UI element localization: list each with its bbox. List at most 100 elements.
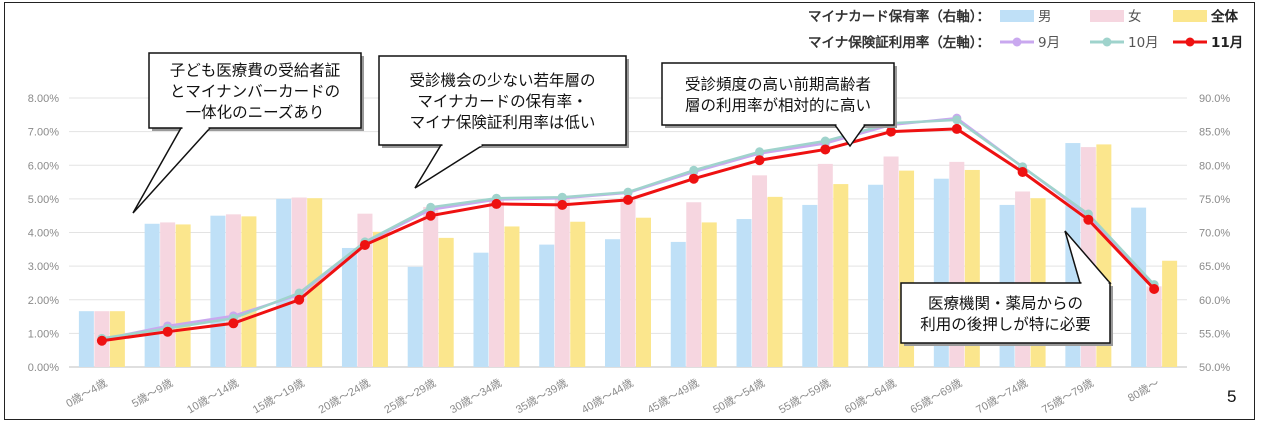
bar-全体 — [504, 226, 520, 367]
callout-box — [148, 52, 362, 129]
point-10月 — [689, 165, 699, 175]
point-11月 — [688, 173, 699, 184]
point-11月 — [1017, 166, 1028, 177]
callout-line: 医療機関・薬局からの — [928, 295, 1083, 313]
left-tick-label: 1.00% — [28, 328, 59, 340]
callout-line: 子ども医療費の受給者証 — [170, 62, 341, 80]
point-11月 — [294, 294, 305, 305]
bar-男 — [276, 198, 292, 367]
legend-item-label: 10月 — [1128, 35, 1159, 51]
x-tick-label: 55歳～59歳 — [777, 376, 833, 416]
line-series — [96, 113, 1160, 346]
bar-男 — [802, 204, 818, 367]
bar-女 — [817, 163, 833, 367]
bar-男 — [539, 244, 555, 367]
left-axis-ticks: 0.00% 1.00% 2.00% 3.00% 4.00% 5.00% 6.00% 7.00%… — [28, 93, 59, 374]
right-tick-label: 90.0% — [1199, 93, 1230, 105]
callout-line: 受診頻度の高い前期高齢者 — [685, 76, 871, 94]
bar-女 — [554, 198, 570, 367]
bar-男 — [868, 184, 884, 367]
right-tick-label: 60.0% — [1199, 295, 1230, 307]
x-tick-label: 25歳～29歳 — [382, 376, 438, 416]
legend-item-label: 男 — [1038, 9, 1052, 25]
bar-男 — [407, 266, 423, 367]
point-11月 — [557, 199, 568, 210]
left-tick-label: 3.00% — [28, 261, 59, 273]
right-tick-label: 75.0% — [1199, 194, 1230, 206]
point-11月 — [491, 198, 502, 209]
point-11月 — [96, 335, 107, 346]
bar-全体 — [1162, 260, 1178, 367]
callout-tail — [132, 127, 212, 214]
legend-swatch — [1090, 10, 1124, 22]
bar-女 — [291, 197, 307, 367]
callout-box — [661, 62, 895, 126]
x-tick-label: 20歳～24歳 — [316, 376, 372, 416]
callout-box — [900, 282, 1111, 344]
x-tick-label: 60歳～64歳 — [842, 376, 898, 416]
bar-男 — [670, 241, 686, 367]
x-tick-label: 10歳～14歳 — [185, 376, 241, 416]
x-tick-label: 35歳～39歳 — [513, 376, 569, 416]
legend-marker — [1102, 37, 1112, 47]
bar-全体 — [636, 217, 651, 367]
bar-男 — [144, 223, 160, 367]
point-11月 — [228, 318, 239, 329]
bar-男 — [473, 252, 489, 367]
point-11月 — [359, 239, 370, 250]
x-tick-label: 5歳～9歳 — [129, 376, 175, 410]
bar-全体 — [175, 224, 191, 367]
callout-line: 利用の後押しが特に必要 — [920, 316, 1091, 334]
x-axis-ticks: 0歳～4歳 5歳～9歳 10歳～14歳 15歳～19歳 20歳～24歳 25歳～29歳 30… — [64, 376, 1162, 416]
bar-女 — [423, 206, 439, 367]
legend-swatch — [1173, 10, 1207, 22]
bar-女 — [620, 196, 636, 367]
right-tick-label: 55.0% — [1199, 328, 1230, 340]
legend-item-label: 全体 — [1210, 8, 1239, 25]
bar-男 — [736, 219, 752, 367]
bar-全体 — [701, 222, 717, 367]
callout-line: 一体化のニーズあり — [186, 104, 325, 122]
point-10月 — [820, 136, 830, 146]
legend-marker — [1185, 37, 1195, 47]
left-tick-label: 5.00% — [28, 194, 59, 206]
legend-item-label: 女 — [1128, 8, 1142, 25]
bar-女 — [686, 202, 702, 367]
left-tick-label: 6.00% — [28, 160, 59, 172]
callout-line: 層の利用率が相対的に高い — [685, 97, 871, 115]
x-tick-label: 70歳～74歳 — [974, 376, 1030, 416]
legend-label: マイナ保険証利用率（左軸）： — [808, 34, 990, 51]
left-tick-label: 4.00% — [28, 228, 59, 240]
left-tick-label: 7.00% — [28, 127, 59, 139]
x-tick-label: 50歳～54歳 — [711, 376, 767, 416]
callout-line: とマイナンバーカードの — [170, 83, 340, 101]
point-11月 — [162, 326, 173, 337]
bar-女 — [883, 156, 899, 367]
bar-男 — [341, 247, 357, 367]
right-tick-label: 80.0% — [1199, 160, 1230, 172]
left-tick-label: 8.00% — [28, 93, 59, 105]
callout-line: マイナカードの保有率・ — [417, 93, 587, 111]
bar-全体 — [767, 196, 783, 367]
legend-marker — [1012, 37, 1022, 47]
right-tick-label: 50.0% — [1199, 362, 1230, 374]
point-10月 — [952, 115, 962, 125]
x-tick-label: 0歳～4歳 — [64, 376, 110, 410]
bar-女 — [752, 175, 768, 367]
x-tick-label: 65歳～69歳 — [908, 376, 964, 416]
bar-全体 — [833, 184, 849, 367]
point-10月 — [623, 187, 633, 197]
right-tick-label: 85.0% — [1199, 127, 1230, 139]
point-10月 — [294, 288, 304, 298]
point-11月 — [623, 194, 633, 205]
legend-swatch — [1000, 10, 1034, 22]
point-10月 — [755, 147, 765, 157]
bar-男 — [210, 215, 226, 367]
bar-女 — [160, 222, 176, 367]
point-11月 — [1149, 283, 1160, 294]
point-11月 — [886, 126, 897, 137]
